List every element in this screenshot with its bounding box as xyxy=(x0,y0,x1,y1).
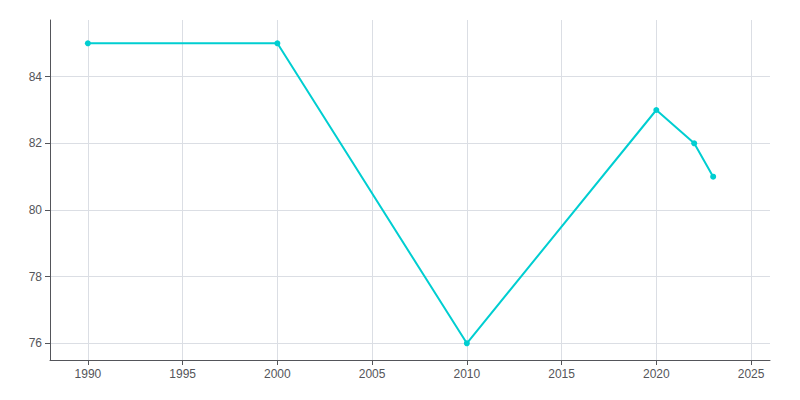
svg-text:82: 82 xyxy=(29,136,43,150)
svg-text:2005: 2005 xyxy=(359,367,386,381)
svg-text:1995: 1995 xyxy=(169,367,196,381)
svg-text:2015: 2015 xyxy=(548,367,575,381)
svg-text:1990: 1990 xyxy=(75,367,102,381)
svg-text:2010: 2010 xyxy=(453,367,480,381)
svg-text:2025: 2025 xyxy=(738,367,765,381)
svg-text:76: 76 xyxy=(29,336,43,350)
svg-text:78: 78 xyxy=(29,270,43,284)
svg-text:84: 84 xyxy=(29,70,43,84)
svg-text:80: 80 xyxy=(29,203,43,217)
svg-text:2020: 2020 xyxy=(643,367,670,381)
svg-text:2000: 2000 xyxy=(264,367,291,381)
